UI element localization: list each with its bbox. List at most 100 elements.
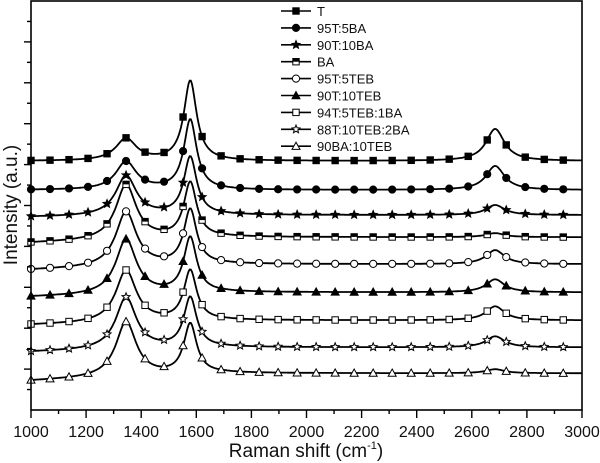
circle-marker bbox=[464, 182, 473, 191]
series-90ba-10teb bbox=[26, 316, 582, 384]
x-tick-label: 1800 bbox=[234, 424, 270, 441]
circle-marker bbox=[45, 263, 55, 272]
square-marker bbox=[160, 309, 168, 317]
square-marker bbox=[292, 7, 300, 15]
triangle-marker bbox=[140, 271, 150, 280]
square-marker bbox=[292, 108, 300, 117]
spectrum-line bbox=[31, 268, 582, 325]
triangle-marker bbox=[368, 368, 379, 377]
triangle-marker bbox=[254, 286, 264, 295]
star-marker bbox=[500, 336, 512, 347]
star-marker bbox=[234, 340, 246, 351]
triangle-marker bbox=[463, 285, 474, 295]
square-marker-fill bbox=[274, 233, 282, 237]
square-marker bbox=[350, 156, 358, 165]
square-marker bbox=[217, 312, 225, 321]
square-marker bbox=[521, 153, 529, 161]
x-tick-label: 2400 bbox=[399, 424, 435, 441]
square-marker bbox=[198, 300, 206, 309]
series-90t-10ba bbox=[25, 155, 582, 221]
triangle-marker bbox=[197, 270, 207, 279]
square-marker bbox=[350, 316, 358, 324]
triangle-marker bbox=[254, 367, 264, 376]
circle-marker bbox=[331, 185, 340, 194]
square-marker bbox=[559, 316, 567, 324]
legend-label: 90T:10BA bbox=[317, 38, 374, 53]
square-marker bbox=[331, 316, 339, 324]
square-marker-fill bbox=[141, 218, 149, 222]
circle-marker bbox=[369, 259, 378, 268]
star-marker bbox=[405, 341, 417, 352]
triangle-marker bbox=[140, 353, 150, 363]
legend-label: T bbox=[317, 4, 325, 19]
circle-marker bbox=[274, 185, 283, 194]
square-marker bbox=[464, 152, 472, 161]
legend-label: 90T:10TEB bbox=[317, 89, 381, 104]
circle-marker bbox=[331, 259, 340, 268]
square-marker bbox=[103, 303, 111, 311]
square-marker bbox=[217, 152, 225, 160]
series-ba bbox=[27, 180, 582, 246]
triangle-marker bbox=[83, 284, 93, 294]
star-marker bbox=[558, 209, 569, 220]
square-marker bbox=[65, 317, 73, 326]
star-marker bbox=[443, 208, 455, 219]
square-marker bbox=[141, 301, 149, 310]
legend-label: 95T:5TEB bbox=[317, 72, 374, 87]
legend-label: BA bbox=[317, 55, 335, 70]
circle-marker bbox=[445, 259, 454, 268]
circle-marker bbox=[291, 74, 301, 83]
triangle-marker bbox=[558, 286, 569, 296]
triangle-marker bbox=[539, 286, 550, 296]
square-marker bbox=[502, 141, 510, 149]
star-marker bbox=[291, 209, 303, 219]
triangle-marker bbox=[349, 286, 360, 296]
star-marker bbox=[177, 177, 189, 187]
star-marker bbox=[139, 196, 151, 207]
star-marker bbox=[367, 209, 379, 220]
star-marker bbox=[500, 204, 512, 215]
star-marker bbox=[329, 341, 341, 352]
y-axis-title: Intensity (a.u.) bbox=[1, 145, 22, 265]
triangle-marker bbox=[121, 316, 131, 326]
star-marker bbox=[424, 341, 436, 352]
star-marker bbox=[196, 326, 208, 337]
square-marker bbox=[426, 156, 434, 164]
triangle-marker bbox=[64, 371, 74, 381]
triangle-marker bbox=[64, 288, 74, 298]
square-marker-fill bbox=[446, 233, 453, 237]
square-marker-fill bbox=[122, 181, 130, 185]
series-94t-5teb-1ba bbox=[27, 266, 582, 328]
star-marker bbox=[44, 344, 56, 355]
triangle-marker bbox=[159, 361, 169, 371]
square-marker bbox=[502, 309, 510, 317]
legend-item: 90BA:10TEB bbox=[281, 139, 392, 154]
square-marker bbox=[84, 154, 92, 163]
circle-marker bbox=[426, 259, 435, 268]
spectrum-line bbox=[31, 207, 582, 270]
square-marker bbox=[255, 315, 263, 323]
triangle-marker bbox=[45, 373, 55, 383]
square-marker bbox=[255, 156, 263, 164]
triangle-marker bbox=[482, 365, 493, 375]
circle-marker bbox=[407, 259, 416, 268]
square-marker-fill bbox=[560, 233, 567, 238]
circle-marker bbox=[64, 262, 74, 271]
star-marker bbox=[120, 169, 132, 180]
x-tick-label: 3000 bbox=[564, 424, 600, 441]
star-marker bbox=[272, 208, 284, 219]
square-marker bbox=[46, 319, 54, 327]
triangle-marker bbox=[387, 287, 398, 296]
legend-label: 88T:10TEB:2BA bbox=[317, 122, 410, 137]
circle-marker bbox=[293, 259, 302, 268]
square-marker bbox=[122, 266, 130, 274]
square-marker bbox=[312, 156, 320, 165]
star-marker bbox=[177, 313, 189, 324]
triangle-marker bbox=[235, 285, 245, 295]
square-marker bbox=[141, 148, 149, 156]
square-marker bbox=[274, 315, 282, 324]
square-marker bbox=[426, 316, 434, 324]
triangle-marker bbox=[482, 278, 493, 288]
square-marker-fill bbox=[292, 58, 300, 62]
series-90t-10teb bbox=[26, 233, 582, 300]
